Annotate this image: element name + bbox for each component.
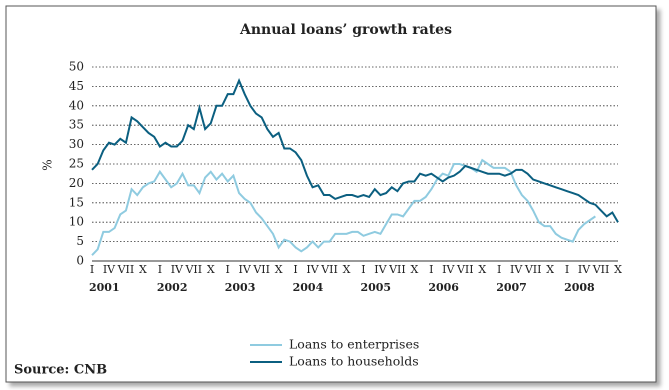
x-tick-label: I [90, 263, 94, 276]
x-tick-label: I [226, 263, 230, 276]
y-axis-label: % [41, 159, 55, 170]
y-tick-label: 15 [69, 195, 84, 209]
x-tick-label: I [293, 263, 297, 276]
x-tick-label: IV [510, 263, 523, 276]
source: Source: CNB [14, 363, 107, 378]
chart-title: Annual loans’ growth rates [239, 22, 452, 38]
x-tick-label: I [565, 263, 569, 276]
x-group-label: 2007 [496, 281, 527, 294]
x-tick-label: VII [592, 263, 610, 276]
x-group-label: 2001 [89, 281, 120, 294]
x-tick-label: IV [239, 263, 252, 276]
x-tick-label: X [139, 263, 147, 276]
x-tick-label: IV [578, 263, 591, 276]
y-tick-label: 50 [69, 60, 84, 74]
x-tick-label: VII [252, 263, 270, 276]
x-tick-label: VII [388, 263, 406, 276]
x-tick-label: VII [117, 263, 135, 276]
y-tick-label: 25 [69, 157, 84, 171]
x-tick-label: X [410, 263, 418, 276]
x-group-label: 2005 [360, 281, 391, 294]
x-tick-label: IV [374, 263, 387, 276]
legend-label: Loans to households [289, 354, 419, 369]
x-tick-label: IV [171, 263, 184, 276]
x-tick-label: VII [320, 263, 338, 276]
x-group-label: 2003 [225, 281, 256, 294]
frame [5, 5, 657, 383]
x-tick-label: VII [524, 263, 542, 276]
x-group-label: 2006 [428, 281, 459, 294]
y-tick-label: 5 [76, 234, 84, 248]
x-tick-label: IV [103, 263, 116, 276]
x-group-label: 2004 [293, 281, 324, 294]
x-tick-label: I [158, 263, 162, 276]
x-tick-label: I [497, 263, 501, 276]
y-tick-label: 40 [69, 98, 84, 112]
x-tick-label: IV [442, 263, 455, 276]
series-line [91, 77, 619, 223]
y-tick-label: 45 [69, 79, 84, 93]
y-tick-label: 35 [69, 118, 84, 132]
x-group-label: 2008 [564, 281, 595, 294]
legend-label: Loans to enterprises [289, 337, 419, 352]
x-tick-label: X [343, 263, 351, 276]
x-tick-label: VII [184, 263, 202, 276]
x-tick-label: X [207, 263, 215, 276]
y-tick-label: 30 [69, 137, 84, 151]
x-tick-label: X [546, 263, 554, 276]
x-tick-label: I [429, 263, 433, 276]
y-tick-label: 20 [69, 176, 84, 190]
x-tick-label: VII [456, 263, 474, 276]
x-tick-label: IV [306, 263, 319, 276]
x-tick-label: X [614, 263, 622, 276]
x-tick-label: I [361, 263, 365, 276]
x-group-label: 2002 [157, 281, 188, 294]
x-tick-label: X [275, 263, 283, 276]
y-tick-label: 10 [69, 215, 84, 229]
x-tick-label: X [478, 263, 486, 276]
y-tick-label: 0 [76, 254, 84, 268]
